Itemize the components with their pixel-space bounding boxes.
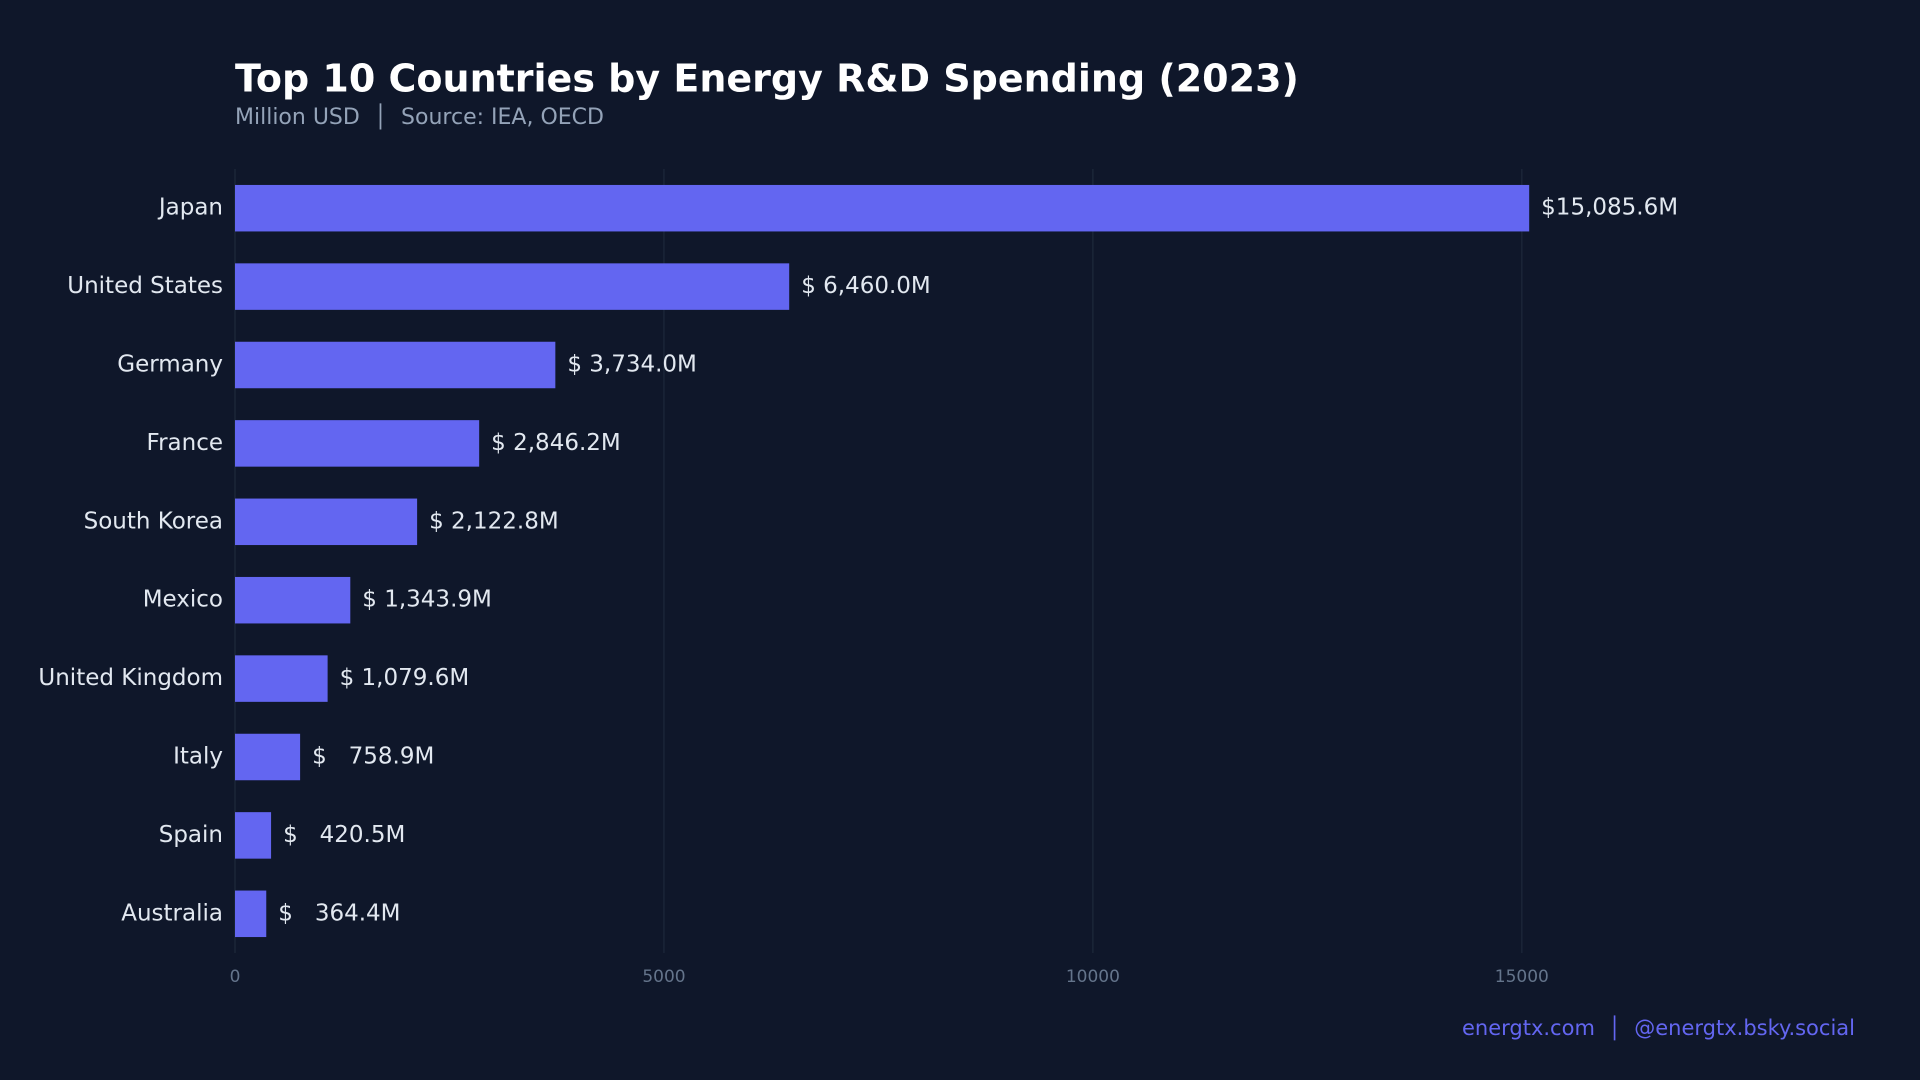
bar [235, 812, 272, 859]
value-label: $ 1,343.9M [362, 587, 492, 613]
y-tick-label: Spain [159, 822, 223, 848]
y-tick-label: United States [67, 273, 223, 299]
bar [235, 420, 480, 467]
y-tick-label: France [147, 430, 223, 456]
value-label: $ 420.5M [283, 822, 405, 848]
value-label: $15,085.6M [1541, 195, 1678, 221]
bar [235, 733, 301, 781]
bar [235, 498, 418, 546]
x-tick-label: 10000 [1066, 967, 1120, 987]
footer: energtx.com │ @energtx.bsky.social [1462, 1015, 1855, 1041]
value-label: $ 1,079.6M [340, 665, 470, 691]
x-tick-label: 0 [230, 967, 241, 987]
bar [235, 655, 328, 702]
y-tick-label: Japan [157, 195, 223, 221]
value-label: $ 6,460.0M [801, 273, 931, 299]
bar [235, 184, 1530, 232]
bar [235, 576, 351, 624]
x-tick-label: 15000 [1495, 967, 1549, 987]
value-label: $ 2,846.2M [491, 430, 621, 456]
y-tick-label: Australia [121, 900, 223, 926]
value-label: $ 364.4M [278, 900, 400, 926]
y-tick-label: Mexico [143, 587, 223, 613]
value-label: $ 2,122.8M [429, 508, 559, 534]
value-label: $ 758.9M [312, 744, 434, 770]
bar [235, 263, 790, 310]
bar [235, 341, 556, 389]
x-tick-label: 5000 [642, 967, 685, 987]
y-tick-label: Italy [173, 744, 223, 770]
y-tick-label: United Kingdom [38, 665, 223, 691]
bar [235, 890, 267, 938]
chart-subtitle: Million USD │ Source: IEA, OECD [235, 103, 604, 130]
y-tick-label: South Korea [84, 508, 223, 534]
value-label: $ 3,734.0M [567, 352, 697, 378]
y-tick-label: Germany [117, 352, 223, 378]
chart-title: Top 10 Countries by Energy R&D Spending … [235, 57, 1299, 101]
